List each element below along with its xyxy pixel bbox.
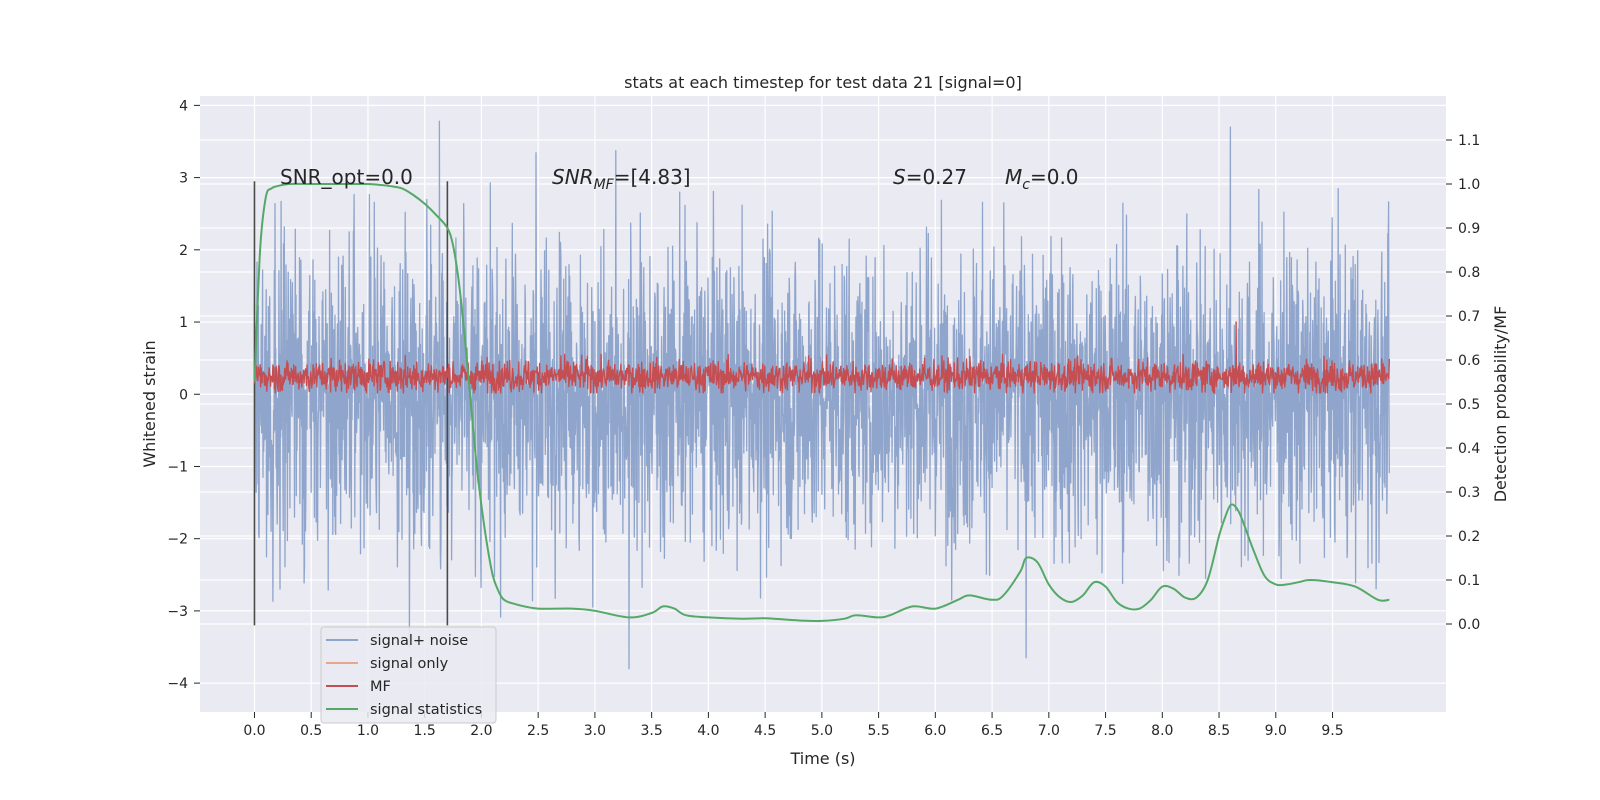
y-tick-label-8: −4 bbox=[167, 676, 188, 692]
x-tick-label-0: 0.0 bbox=[243, 723, 265, 739]
annotation-mc: Mc=0.0 bbox=[1005, 165, 1079, 193]
y-right-tick-label-8: 0.3 bbox=[1458, 485, 1480, 501]
annotation-mc-var: M bbox=[1005, 165, 1022, 189]
y-axis-label: Whitened strain bbox=[140, 340, 159, 467]
line-mf bbox=[253, 321, 1390, 394]
annotation-snr-mf-base: SNR bbox=[552, 165, 594, 189]
series-mf bbox=[253, 321, 1390, 394]
y-tick-label-3: 1 bbox=[179, 315, 188, 331]
chart-title: stats at each timestep for test data 21 … bbox=[624, 73, 1022, 92]
y-right-tick-label-10: 0.1 bbox=[1458, 573, 1480, 589]
y-right-tick-label-3: 0.8 bbox=[1458, 265, 1480, 281]
y-tick-label-0: 4 bbox=[179, 98, 188, 114]
legend-label-signal-only: signal only bbox=[370, 656, 449, 672]
y-right-axis-ticks: 1.1 1.0 0.9 0.8 0.7 0.6 0.5 0.4 0.3 0.2 0.1 0.0 bbox=[1446, 133, 1480, 633]
legend-label-signal-noise: signal+ noise bbox=[370, 633, 468, 649]
annotation-s: S=0.27 bbox=[893, 165, 967, 189]
y-tick-label-1: 3 bbox=[179, 171, 188, 187]
x-tick-label-15: 7.5 bbox=[1094, 723, 1116, 739]
annotation-mc-sub: c bbox=[1022, 177, 1030, 193]
legend-label-signal-statistics: signal statistics bbox=[370, 702, 482, 718]
x-tick-label-4: 2.0 bbox=[470, 723, 492, 739]
y-tick-label-5: −1 bbox=[167, 459, 188, 475]
y-right-tick-label-1: 1.0 bbox=[1458, 177, 1480, 193]
annotation-snr-mf: SNRMF=[4.83] bbox=[552, 165, 691, 193]
x-tick-label-18: 9.0 bbox=[1265, 723, 1287, 739]
annotation-snr-mf-value: =[4.83] bbox=[614, 165, 691, 189]
x-tick-label-5: 2.5 bbox=[527, 723, 549, 739]
x-tick-label-17: 8.5 bbox=[1208, 723, 1230, 739]
annotation-s-value: =0.27 bbox=[906, 165, 967, 189]
y-right-tick-label-6: 0.5 bbox=[1458, 397, 1480, 413]
x-tick-label-6: 3.0 bbox=[584, 723, 606, 739]
y-right-tick-label-0: 1.1 bbox=[1458, 133, 1480, 149]
x-tick-label-14: 7.0 bbox=[1038, 723, 1060, 739]
y-axis-ticks: 4 3 2 1 0 −1 −2 −3 −4 bbox=[167, 98, 200, 692]
line-signal-noise bbox=[253, 120, 1390, 670]
x-tick-label-19: 9.5 bbox=[1321, 723, 1343, 739]
legend: signal+ noise signal only MF signal stat… bbox=[320, 626, 497, 724]
y-tick-label-7: −3 bbox=[167, 604, 188, 620]
annotation-s-var: S bbox=[893, 165, 906, 189]
x-tick-label-9: 4.5 bbox=[754, 723, 776, 739]
x-tick-label-16: 8.0 bbox=[1151, 723, 1173, 739]
x-axis-label: Time (s) bbox=[789, 749, 855, 768]
line-signal-statistics bbox=[253, 182, 1390, 623]
x-tick-label-7: 3.5 bbox=[641, 723, 663, 739]
annotation-snr-mf-sub: MF bbox=[594, 177, 615, 193]
x-tick-label-11: 5.5 bbox=[867, 723, 889, 739]
y-right-tick-label-7: 0.4 bbox=[1458, 441, 1480, 457]
x-tick-label-13: 6.5 bbox=[981, 723, 1003, 739]
y-right-tick-label-11: 0.0 bbox=[1458, 617, 1480, 633]
y-right-tick-label-9: 0.2 bbox=[1458, 529, 1480, 545]
y-right-tick-label-4: 0.7 bbox=[1458, 309, 1480, 325]
legend-label-mf: MF bbox=[370, 679, 391, 695]
y-tick-label-2: 2 bbox=[179, 243, 188, 259]
y-right-tick-label-2: 0.9 bbox=[1458, 221, 1480, 237]
x-tick-label-1: 0.5 bbox=[300, 723, 322, 739]
annotation-mc-value: =0.0 bbox=[1030, 165, 1079, 189]
x-tick-label-10: 5.0 bbox=[811, 723, 833, 739]
series-signal-statistics bbox=[253, 182, 1390, 623]
y-right-axis-label: Detection probability/MF bbox=[1491, 306, 1510, 503]
x-tick-label-2: 1.0 bbox=[357, 723, 379, 739]
x-tick-label-8: 4.0 bbox=[697, 723, 719, 739]
y-tick-label-4: 0 bbox=[179, 387, 188, 403]
annotation-snr-opt: SNR_opt=0.0 bbox=[280, 165, 413, 189]
x-axis-ticks: 0.0 0.5 1.0 1.5 2.0 2.5 3.0 3.5 4.0 4.5 5.0 5.5 6.0 6… bbox=[243, 712, 1344, 739]
vertical-markers bbox=[253, 181, 449, 626]
x-tick-label-3: 1.5 bbox=[414, 723, 436, 739]
series-signal-noise bbox=[253, 120, 1390, 670]
legend-box bbox=[320, 626, 497, 724]
y-tick-label-6: −2 bbox=[167, 532, 188, 548]
y-right-tick-label-5: 0.6 bbox=[1458, 353, 1480, 369]
x-tick-label-12: 6.0 bbox=[924, 723, 946, 739]
